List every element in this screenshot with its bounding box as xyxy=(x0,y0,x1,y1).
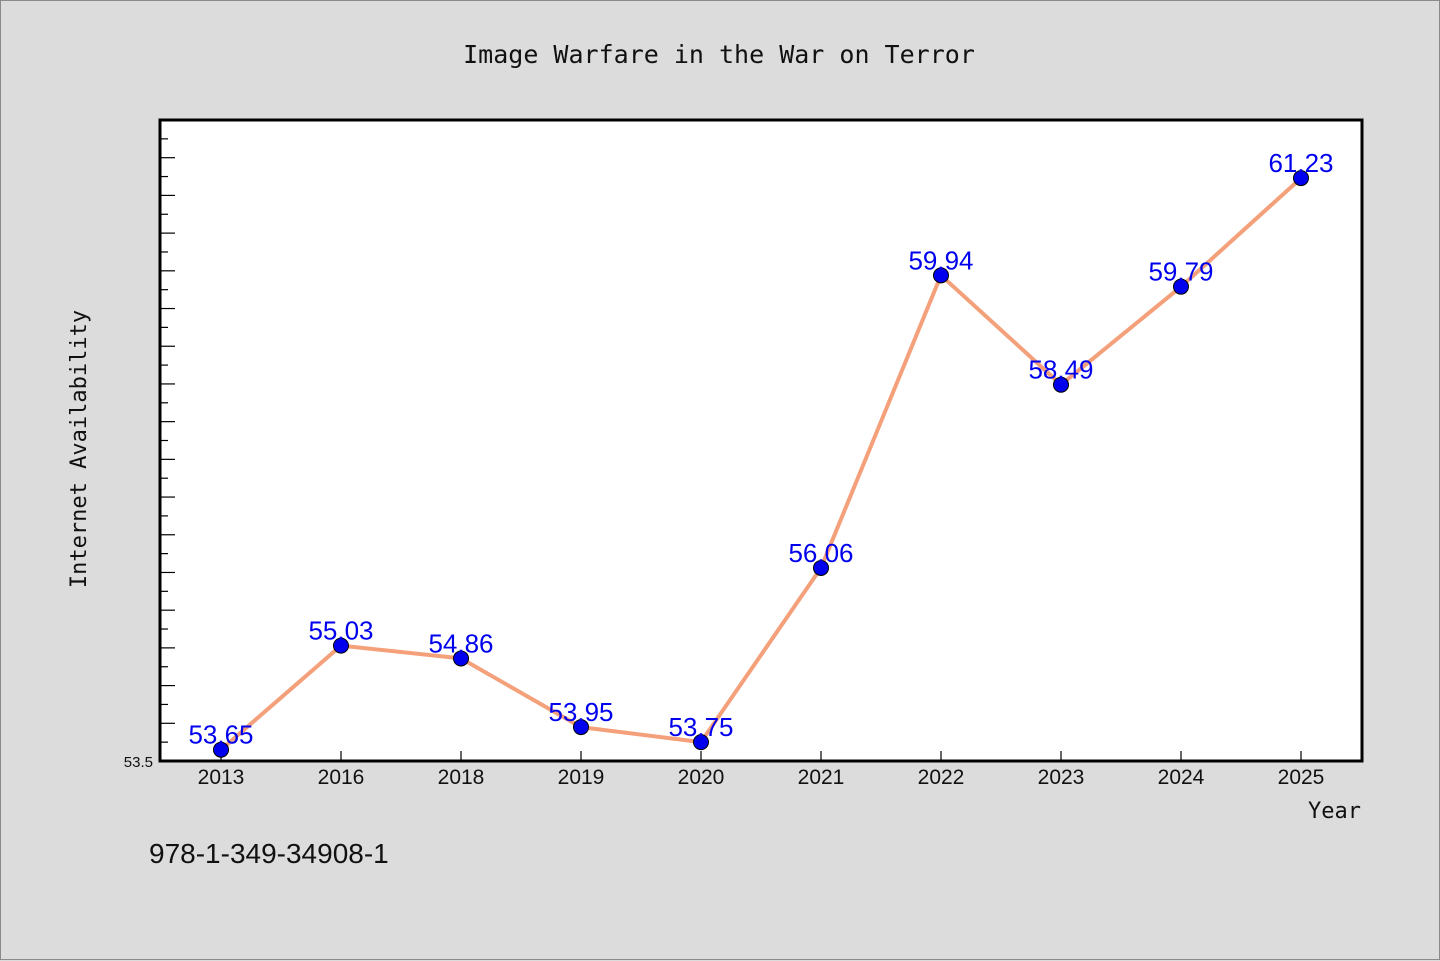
isbn-text: 978-1-349-34908-1 xyxy=(149,838,389,869)
x-axis-ticks xyxy=(220,751,1302,761)
x-tick-label: 2018 xyxy=(438,766,485,789)
data-point xyxy=(693,734,709,751)
chart-title: Image Warfare in the War on Terror xyxy=(463,40,975,69)
x-tick-label: 2021 xyxy=(798,766,845,789)
plot-frame xyxy=(158,118,1364,763)
x-tick-label: 2022 xyxy=(918,766,965,789)
data-label: 53.65 xyxy=(188,720,253,750)
x-axis-tick-labels: 2013 2016 2018 2019 2020 2021 2022 2023 2024 2025 xyxy=(198,766,1325,789)
x-tick-label: 2019 xyxy=(558,766,605,789)
x-tick-label: 2023 xyxy=(1038,766,1085,789)
data-point xyxy=(933,267,949,284)
data-point xyxy=(813,559,829,576)
y-axis-label: Internet Availability xyxy=(67,310,92,588)
data-label: 58.49 xyxy=(1028,355,1093,385)
data-point xyxy=(333,637,349,654)
y-axis-tick-labels: 53.5 xyxy=(124,754,153,771)
series-markers xyxy=(213,170,1309,758)
data-label: 59.94 xyxy=(908,245,973,275)
data-label: 56.06 xyxy=(788,538,853,568)
data-label: 53.75 xyxy=(668,712,733,742)
data-label: 54.86 xyxy=(428,628,493,658)
x-tick-label: 2020 xyxy=(678,766,725,789)
data-point xyxy=(453,650,469,667)
x-tick-label: 2016 xyxy=(318,766,365,789)
x-tick-label: 2024 xyxy=(1158,766,1205,789)
y-tick-label: 53.5 xyxy=(124,754,153,771)
data-label: 61.23 xyxy=(1268,148,1333,178)
data-label: 53.95 xyxy=(548,697,613,727)
data-label: 59.79 xyxy=(1148,257,1213,287)
data-point xyxy=(1293,170,1309,187)
series-line xyxy=(219,176,1303,752)
x-tick-label: 2025 xyxy=(1278,766,1325,789)
data-point xyxy=(573,719,589,736)
x-tick-label: 2013 xyxy=(198,766,245,789)
data-label: 55.03 xyxy=(308,616,373,646)
data-point xyxy=(213,741,229,758)
plot-area xyxy=(160,120,1362,761)
x-axis-label: Year xyxy=(1308,799,1361,824)
data-point xyxy=(1173,278,1189,295)
data-labels: 53.65 55.03 54.86 53.95 53.75 56.06 59.94 58.49… xyxy=(188,148,1333,750)
data-point xyxy=(1053,376,1069,393)
